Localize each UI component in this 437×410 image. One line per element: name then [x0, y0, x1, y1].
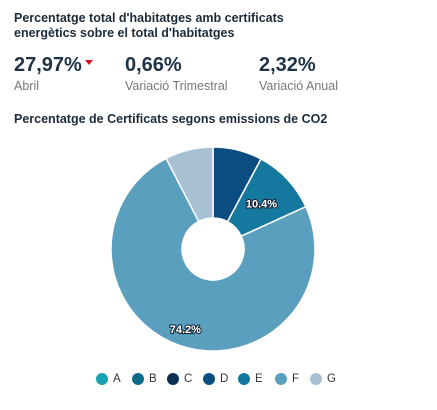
- slice-g[interactable]: [165, 146, 214, 223]
- legend-label: C: [184, 373, 193, 385]
- kpi-annual-label: Variació Anual: [259, 79, 338, 93]
- chart-legend: A B C D E F G: [0, 371, 437, 387]
- kpi-annual: 2,32% Variació Anual: [259, 53, 338, 94]
- legend-item-d[interactable]: D: [203, 371, 228, 387]
- legend-item-e[interactable]: E: [238, 371, 263, 387]
- trend-down-icon: [84, 60, 93, 65]
- legend-label: B: [149, 373, 157, 385]
- kpi-row: 27,97% Abril 0,66% Variació Trimestral 2…: [14, 53, 424, 97]
- legend-marker-icon: [96, 373, 108, 385]
- kpi-quarterly: 0,66% Variació Trimestral: [125, 53, 228, 94]
- slice-f[interactable]: [110, 157, 316, 352]
- legend-item-a[interactable]: A: [96, 371, 121, 387]
- legend-item-b[interactable]: B: [132, 371, 157, 387]
- legend-item-f[interactable]: F: [275, 371, 299, 387]
- legend-marker-icon: [167, 373, 179, 385]
- kpi-current: 27,97% Abril: [14, 53, 93, 94]
- legend-marker-icon: [132, 373, 144, 385]
- legend-label: F: [292, 373, 300, 385]
- data-label-f: 74.2%: [170, 324, 201, 336]
- chart-title: Percentatge de Certificats segons emissi…: [14, 112, 328, 126]
- legend-item-c[interactable]: C: [167, 371, 192, 387]
- kpi-quarterly-value: 0,66%: [125, 54, 182, 76]
- legend-label: G: [327, 373, 336, 385]
- indicator-title: Percentatge total d'habitatges amb certi…: [14, 11, 284, 40]
- legend-marker-icon: [238, 373, 250, 385]
- kpi-current-value: 27,97%: [14, 54, 82, 76]
- kpi-quarterly-label: Variació Trimestral: [125, 79, 228, 93]
- kpi-current-label: Abril: [14, 79, 40, 93]
- data-label-e: 10.4%: [246, 198, 277, 210]
- legend-marker-icon: [310, 373, 322, 385]
- legend-label: D: [220, 373, 229, 385]
- kpi-annual-value: 2,32%: [259, 54, 316, 76]
- legend-item-g[interactable]: G: [310, 371, 336, 387]
- legend-label: A: [113, 373, 121, 385]
- legend-marker-icon: [275, 373, 287, 385]
- donut-chart: 10.4% 74.2%: [110, 146, 316, 352]
- legend-marker-icon: [203, 373, 215, 385]
- legend-label: E: [255, 373, 263, 385]
